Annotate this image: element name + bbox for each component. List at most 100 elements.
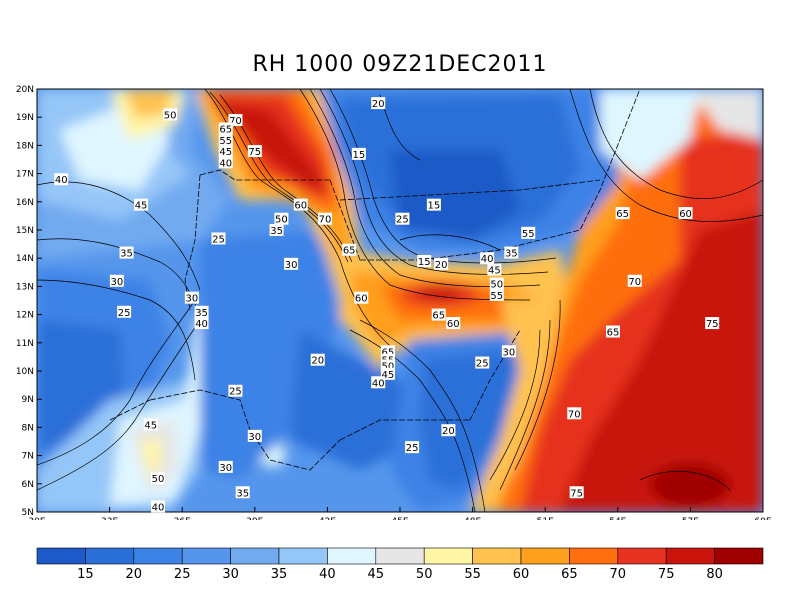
svg-text:60: 60 (355, 294, 368, 305)
y-tick-label: 6N (22, 480, 34, 490)
svg-text:25: 25 (212, 234, 225, 245)
contour-label: 60 (678, 207, 693, 220)
x-tick-label: 39E (246, 517, 263, 520)
svg-text:50: 50 (382, 361, 395, 372)
contour-labels: 5040453530257065554540756050357025303035… (54, 97, 720, 513)
contour-label: 50 (151, 472, 165, 485)
contour-label: 60 (293, 198, 308, 212)
contour-label: 25 (211, 232, 226, 245)
svg-text:60: 60 (294, 201, 307, 212)
y-tick-label: 9N (22, 395, 34, 405)
svg-text:25: 25 (476, 359, 489, 370)
svg-text:65: 65 (432, 311, 445, 322)
svg-text:45: 45 (488, 265, 501, 276)
svg-text:20: 20 (372, 99, 385, 110)
svg-text:70: 70 (568, 409, 581, 420)
svg-text:35: 35 (236, 488, 249, 499)
contour-label: 40 (151, 500, 165, 513)
colorbar-swatch (665, 547, 715, 565)
colorbar-swatch (423, 547, 473, 565)
relative-humidity-map: 30E 33E 36E 39E 42E 45E 48E 51E 54E 57E 60E 20N 19N… (16, 85, 772, 520)
contour-label: 70 (317, 212, 332, 226)
x-tick-label: 45E (391, 517, 408, 520)
colorbar-swatch (569, 547, 619, 565)
contour-label: 75 (247, 145, 262, 158)
contour-label: 15 (417, 255, 432, 268)
svg-text:30: 30 (110, 277, 123, 288)
colorbar-label: 70 (610, 567, 627, 582)
colorbar-label: 55 (464, 567, 481, 582)
colorbar-swatch (181, 547, 231, 565)
colorbar-label: 15 (77, 567, 94, 582)
svg-text:60: 60 (679, 209, 692, 220)
svg-text:40: 40 (219, 158, 232, 169)
svg-text:40: 40 (152, 502, 165, 513)
x-tick-label: 51E (537, 517, 554, 520)
contour-label: 60 (446, 317, 461, 330)
svg-text:55: 55 (490, 291, 503, 302)
colorbar-label: 30 (222, 567, 239, 582)
svg-text:70: 70 (229, 116, 242, 127)
colorbar-swatch (375, 547, 425, 565)
x-tick-label: 42E (319, 517, 336, 520)
y-tick-label: 17N (16, 170, 34, 180)
x-tick-label: 57E (682, 517, 699, 520)
contour-label: 45 (487, 263, 502, 276)
y-tick-label: 19N (16, 113, 34, 123)
colorbar-label: 60 (513, 567, 530, 582)
contour-label: 55 (489, 288, 504, 302)
svg-text:30: 30 (503, 347, 516, 358)
svg-text:60: 60 (447, 319, 460, 330)
svg-text:30: 30 (248, 432, 261, 443)
svg-text:20: 20 (442, 426, 455, 437)
contour-label: 30 (184, 291, 199, 305)
colorbar-swatch (36, 547, 86, 565)
y-tick-label: 8N (22, 423, 34, 433)
svg-text:25: 25 (229, 387, 242, 398)
contour-label: 40 (480, 252, 495, 265)
contour-label: 45 (143, 418, 158, 432)
svg-text:15: 15 (428, 201, 441, 212)
colorbar-label: 20 (126, 567, 143, 582)
contour-label: 60 (354, 291, 369, 305)
colorbar-swatch (520, 547, 570, 565)
svg-text:30: 30 (219, 463, 232, 474)
svg-text:25: 25 (396, 215, 409, 226)
svg-text:45: 45 (382, 370, 395, 381)
y-tick-label: 7N (22, 452, 34, 462)
y-tick-label: 18N (16, 141, 34, 151)
humidity-field (37, 89, 763, 512)
contour-label: 15 (426, 198, 441, 212)
colorbar-swatch (278, 547, 328, 565)
svg-text:75: 75 (570, 488, 583, 499)
contour-label: 15 (351, 147, 366, 161)
contour-label: 65 (218, 122, 233, 135)
contour-label: 40 (54, 173, 69, 186)
svg-text:70: 70 (319, 215, 332, 226)
contour-label: 55 (521, 226, 536, 240)
x-tick-label: 48E (464, 517, 481, 520)
svg-text:15: 15 (352, 150, 365, 161)
svg-text:25: 25 (406, 443, 419, 454)
contour-label: 40 (371, 376, 386, 389)
svg-text:65: 65 (343, 246, 356, 257)
contour-label: 65 (431, 308, 446, 322)
contour-label: 65 (342, 243, 357, 257)
svg-text:55: 55 (219, 136, 232, 147)
contour-label: 45 (218, 145, 233, 158)
svg-text:15: 15 (418, 257, 431, 268)
colorbar-label: 75 (658, 567, 675, 582)
x-tick-label: 30E (28, 517, 45, 520)
contour-label: 55 (218, 133, 233, 147)
contour-label: 35 (235, 486, 250, 499)
contour-label: 20 (434, 257, 449, 271)
y-tick-label: 5N (22, 508, 34, 518)
svg-text:65: 65 (382, 347, 395, 358)
contour-label: 50 (489, 277, 504, 291)
svg-text:65: 65 (607, 328, 620, 339)
svg-text:35: 35 (120, 249, 133, 260)
svg-text:50: 50 (152, 474, 165, 485)
y-tick-label: 10N (16, 367, 34, 377)
svg-text:45: 45 (219, 147, 232, 158)
svg-text:20: 20 (435, 260, 448, 271)
